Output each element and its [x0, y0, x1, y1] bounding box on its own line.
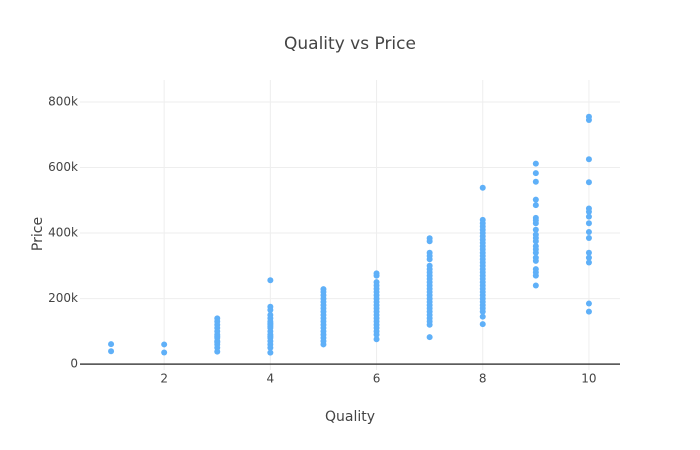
point [532, 220, 539, 227]
y-tick-label: 400k [48, 226, 78, 240]
point [479, 313, 486, 320]
point [585, 249, 592, 256]
point [585, 259, 592, 266]
point [479, 184, 486, 191]
point [108, 341, 115, 348]
point [585, 213, 592, 220]
chart-title: Quality vs Price [284, 34, 416, 54]
point [585, 234, 592, 241]
point [108, 348, 115, 355]
y-tick-label: 200k [48, 291, 78, 305]
point [479, 321, 486, 328]
point [214, 348, 221, 355]
point [532, 282, 539, 289]
point [532, 202, 539, 209]
y-tick-label: 0 [70, 357, 78, 371]
point [585, 220, 592, 227]
point [373, 272, 380, 279]
point [267, 344, 274, 351]
point [214, 333, 221, 340]
point [585, 179, 592, 186]
point [267, 349, 274, 356]
point [426, 238, 433, 245]
y-tick-label: 800k [48, 94, 78, 108]
point [426, 256, 433, 263]
point [373, 336, 380, 343]
point [161, 341, 168, 348]
point [532, 160, 539, 167]
point [585, 116, 592, 123]
point [585, 229, 592, 236]
point [373, 331, 380, 338]
x-tick-label: 2 [160, 372, 168, 386]
y-tick-label: 600k [48, 160, 78, 174]
point [214, 339, 221, 346]
point [532, 272, 539, 279]
point [161, 349, 168, 356]
point [267, 277, 274, 284]
point [532, 249, 539, 256]
point [532, 170, 539, 177]
point [479, 308, 486, 315]
x-tick-label: 10 [581, 372, 596, 386]
point [585, 254, 592, 261]
point [585, 156, 592, 163]
point [585, 300, 592, 307]
point [532, 178, 539, 185]
point [267, 307, 274, 314]
point [585, 308, 592, 315]
point [532, 226, 539, 233]
point [585, 208, 592, 215]
x-tick-label: 6 [373, 372, 381, 386]
point [320, 341, 327, 348]
point [532, 238, 539, 245]
y-axis-title: Price [30, 217, 46, 251]
point [532, 257, 539, 264]
point [426, 321, 433, 328]
x-tick-label: 4 [267, 372, 275, 386]
x-axis-title: Quality [325, 409, 375, 425]
x-tick-label: 8 [479, 372, 487, 386]
point [532, 196, 539, 203]
point [426, 334, 433, 341]
